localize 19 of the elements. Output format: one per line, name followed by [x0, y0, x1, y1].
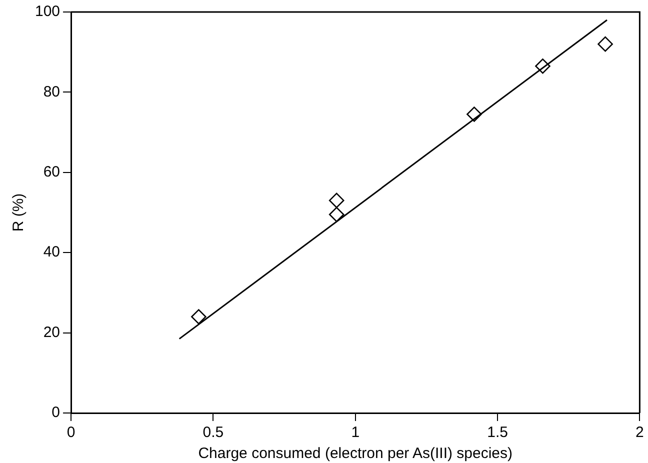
point	[535, 58, 550, 74]
x-axis-title: Charge consumed (electron per As(III) species)	[198, 445, 513, 462]
y-tick-label: 80	[43, 83, 60, 100]
y-tick-label: 40	[43, 244, 60, 261]
point	[328, 192, 344, 208]
point	[466, 106, 482, 122]
x-tick-label: 1	[351, 424, 360, 442]
x-tick-label: 1.5	[487, 424, 508, 442]
x-tick-label: 2	[636, 424, 644, 442]
point	[598, 36, 613, 52]
point	[328, 206, 344, 222]
y-axis-title: R (%)	[10, 193, 28, 232]
y-tick-label: 20	[43, 324, 60, 341]
x-tick-label: 0.5	[202, 424, 224, 442]
x-tick-label: 0	[66, 424, 76, 442]
y-tick-label: 100	[34, 3, 60, 20]
point	[191, 309, 206, 324]
y-tick-label: 0	[52, 404, 60, 422]
y-tick-label: 60	[43, 164, 60, 181]
